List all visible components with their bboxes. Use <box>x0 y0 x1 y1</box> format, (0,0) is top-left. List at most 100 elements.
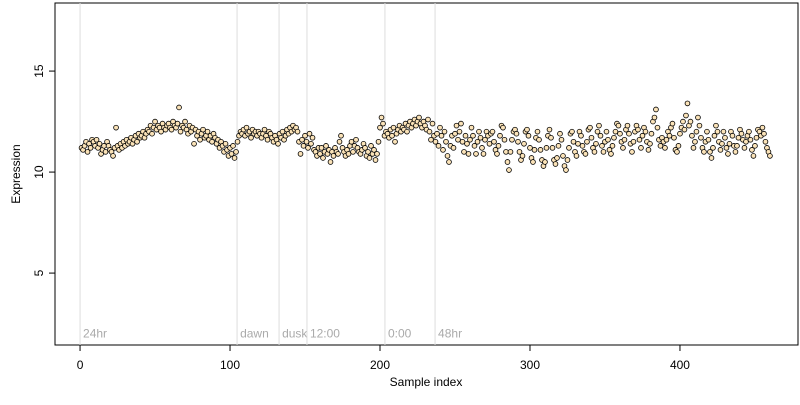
data-point <box>477 134 484 141</box>
data-point <box>624 122 631 129</box>
data-point <box>464 140 470 147</box>
data-point <box>578 132 584 139</box>
data-point <box>233 149 239 155</box>
data-point <box>434 130 440 137</box>
data-point <box>542 159 548 165</box>
data-point <box>446 159 452 165</box>
data-point <box>617 130 623 137</box>
data-point <box>636 136 643 143</box>
data-point <box>438 132 445 139</box>
x-tick-label: 100 <box>220 358 240 372</box>
data-point <box>546 126 553 133</box>
data-point <box>336 138 343 145</box>
data-point <box>209 138 215 145</box>
data-point <box>635 126 641 133</box>
data-point <box>734 143 740 149</box>
data-point <box>353 136 359 143</box>
annotation-label: dawn <box>240 327 269 341</box>
data-point <box>534 128 541 135</box>
plot-frame <box>54 2 799 346</box>
data-point <box>303 138 310 145</box>
data-point <box>761 130 767 137</box>
data-point <box>248 134 254 141</box>
data-point <box>663 136 670 143</box>
data-point <box>158 128 164 135</box>
data-point <box>549 145 556 151</box>
data-point <box>110 153 116 159</box>
data-point <box>299 136 305 143</box>
data-point <box>375 138 382 145</box>
data-point <box>428 136 434 143</box>
data-point <box>525 132 532 139</box>
data-point <box>687 118 694 125</box>
data-point <box>719 140 725 147</box>
data-point <box>705 136 712 143</box>
data-point <box>698 134 704 141</box>
data-point <box>426 128 433 135</box>
data-point <box>767 153 773 159</box>
data-point <box>681 126 688 133</box>
data-point <box>548 134 554 141</box>
data-point <box>300 143 307 149</box>
data-point <box>261 126 268 133</box>
data-point <box>684 100 691 107</box>
data-point <box>323 143 329 149</box>
data-point <box>611 134 617 141</box>
data-point <box>93 136 100 143</box>
data-point <box>113 124 119 131</box>
data-point <box>495 143 502 149</box>
data-point <box>305 145 311 151</box>
data-point <box>471 143 478 149</box>
data-point <box>191 140 197 147</box>
data-point <box>657 143 664 149</box>
data-point <box>582 151 589 157</box>
data-point <box>308 140 314 147</box>
data-point <box>564 157 571 163</box>
data-point <box>749 147 755 153</box>
data-point <box>593 140 599 147</box>
data-point <box>609 143 616 149</box>
data-point <box>473 151 479 157</box>
data-point <box>489 128 496 135</box>
data-point <box>470 132 476 139</box>
data-point <box>455 136 461 143</box>
data-point <box>168 126 175 133</box>
data-point <box>605 136 611 143</box>
data-point <box>176 104 182 111</box>
data-point <box>638 145 644 151</box>
data-point <box>594 128 601 135</box>
data-point <box>453 122 460 129</box>
data-point <box>708 155 715 161</box>
data-point <box>743 138 749 145</box>
y-axis-label: Expression <box>9 144 23 203</box>
data-point <box>476 128 482 135</box>
data-point <box>620 145 626 151</box>
data-point <box>584 138 590 145</box>
data-point <box>102 149 109 155</box>
data-point <box>741 145 748 151</box>
data-point <box>366 155 373 161</box>
data-point <box>503 149 509 155</box>
data-point <box>647 140 653 147</box>
data-point <box>557 130 563 137</box>
data-point <box>507 149 514 155</box>
data-point <box>461 149 467 155</box>
data-point <box>692 138 698 145</box>
data-point <box>456 128 463 135</box>
data-point <box>297 151 304 157</box>
data-point <box>234 138 241 145</box>
data-point <box>432 138 439 145</box>
data-point <box>362 145 368 151</box>
data-point <box>615 122 622 129</box>
data-point <box>452 130 458 137</box>
data-point <box>416 114 422 121</box>
data-point <box>726 140 733 147</box>
data-point <box>722 134 728 141</box>
data-point <box>228 151 235 157</box>
data-point <box>569 128 575 135</box>
data-point <box>425 116 431 123</box>
data-point <box>149 130 155 137</box>
data-point <box>500 124 506 131</box>
data-point <box>710 145 716 151</box>
